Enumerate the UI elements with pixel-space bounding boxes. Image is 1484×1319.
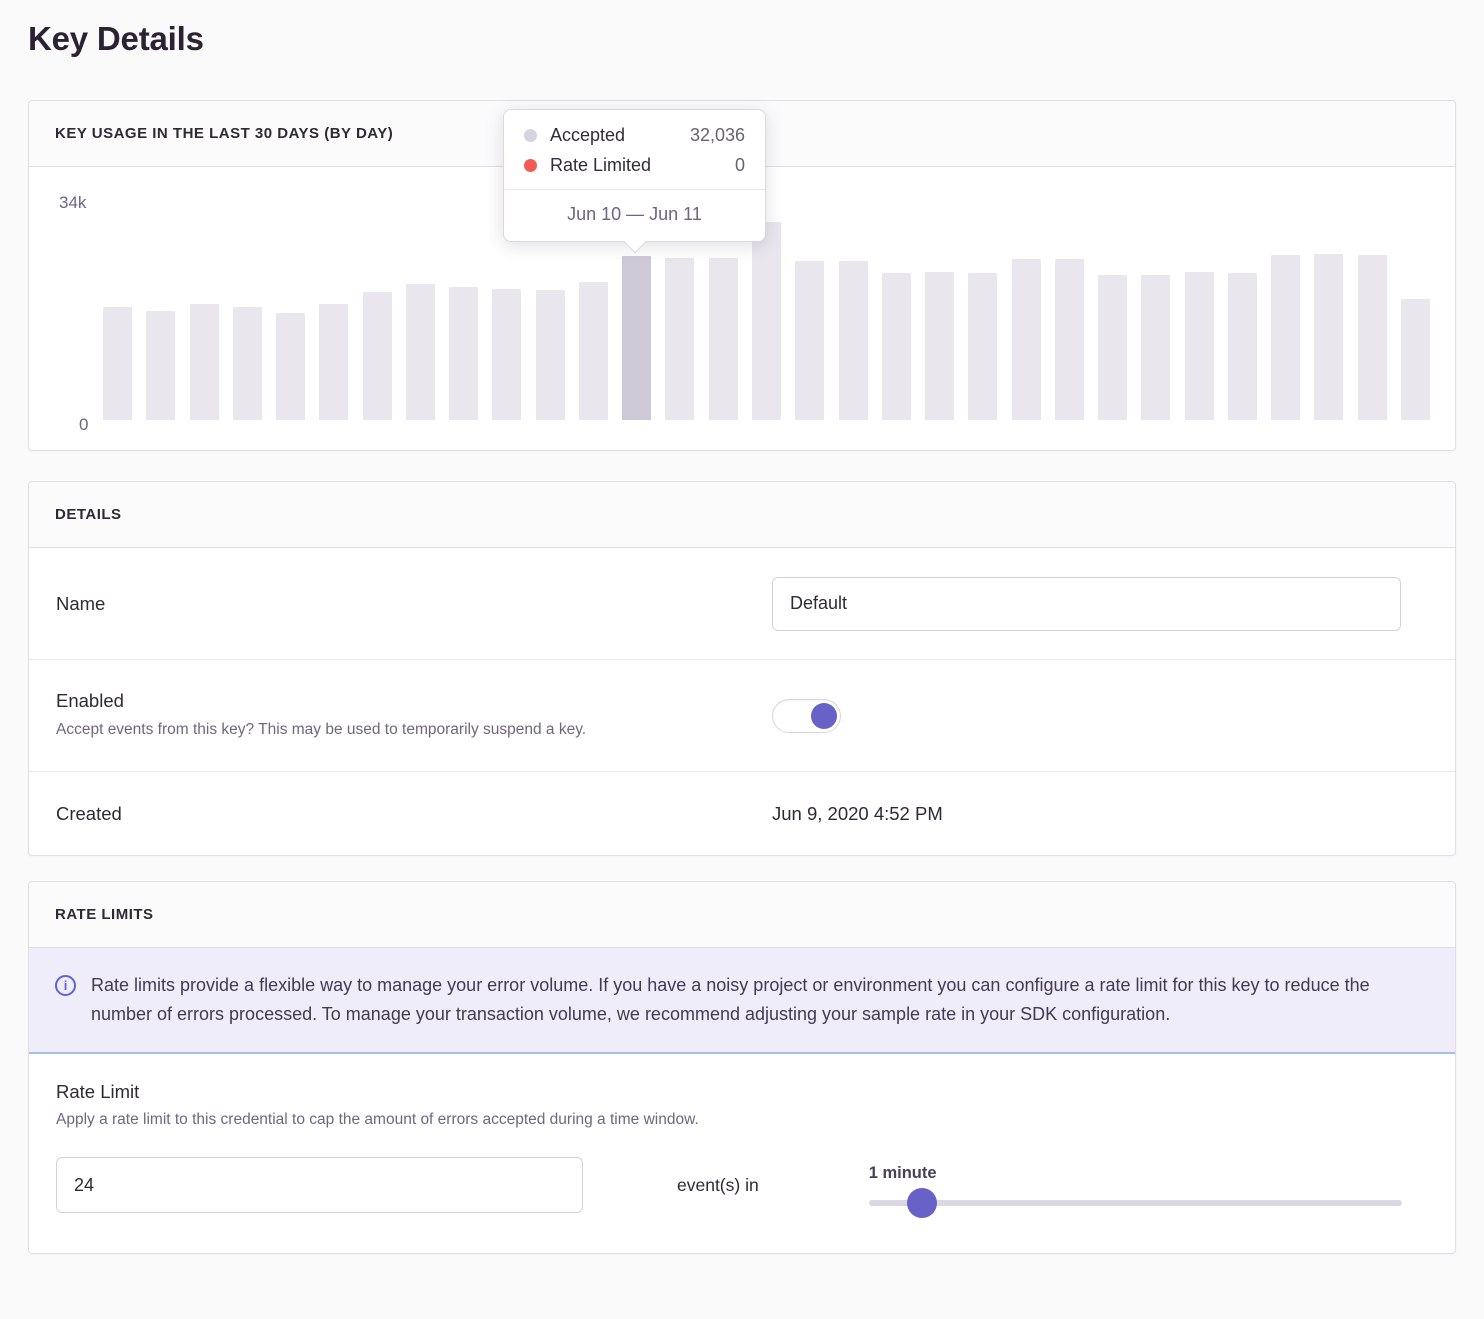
usage-bar[interactable] (1011, 259, 1041, 420)
tooltip-legend: Accepted 32,036 Rate Limited 0 (504, 110, 765, 190)
usage-bar[interactable] (449, 286, 479, 420)
tooltip-series-label: Rate Limited (550, 155, 652, 175)
usage-bar[interactable] (232, 306, 262, 420)
rate-limit-label: Rate Limit (56, 1081, 140, 1103)
usage-bar-highlighted[interactable] (622, 255, 652, 420)
rate-limited-dot-icon (524, 159, 537, 172)
rate-limit-row: Rate Limit Apply a rate limit to this cr… (29, 1054, 1455, 1253)
accepted-dot-icon (524, 129, 537, 142)
tooltip-row-accepted: Accepted 32,036 (524, 125, 745, 146)
chart-tooltip: Accepted 32,036 Rate Limited 0 Jun 10 — … (503, 109, 766, 253)
usage-bar[interactable] (1227, 273, 1257, 420)
tooltip-series-label: Accepted (550, 125, 626, 145)
info-icon: i (55, 975, 76, 996)
enabled-help-text: Accept events from this key? This may be… (56, 721, 587, 739)
name-row: Name (29, 548, 1455, 660)
usage-bar[interactable] (362, 291, 392, 420)
rate-limits-panel: RATE LIMITS i Rate limits provide a flex… (28, 881, 1456, 1255)
bar-plot (29, 205, 1455, 420)
tooltip-series-value: 32,036 (689, 125, 745, 145)
usage-bar[interactable] (1314, 254, 1344, 420)
enabled-row: Enabled Accept events from this key? Thi… (29, 660, 1455, 772)
tooltip-row-rate-limited: Rate Limited 0 (524, 155, 745, 176)
usage-bar[interactable] (838, 261, 868, 420)
usage-bar[interactable] (276, 312, 306, 420)
usage-bar[interactable] (795, 261, 825, 420)
usage-bar[interactable] (1141, 274, 1171, 420)
usage-bar[interactable] (708, 258, 738, 420)
usage-bar[interactable] (1357, 254, 1387, 420)
page-title: Key Details (28, 20, 204, 57)
rate-limits-panel-header: RATE LIMITS (29, 882, 1455, 948)
rate-limit-window-slider: 1 minute (868, 1164, 1402, 1219)
created-value: Jun 9, 2020 4:52 PM (772, 802, 943, 824)
enabled-label: Enabled (56, 690, 124, 712)
usage-bar[interactable] (1184, 272, 1214, 420)
enabled-toggle[interactable] (772, 698, 841, 733)
rate-limit-count-input[interactable] (56, 1157, 583, 1214)
y-axis-zero-label: 0 (79, 415, 89, 434)
usage-bar[interactable] (1054, 259, 1084, 420)
name-label: Name (56, 592, 106, 614)
usage-bar[interactable] (968, 273, 998, 420)
rate-limits-info-alert: i Rate limits provide a flexible way to … (29, 948, 1455, 1055)
usage-bar[interactable] (189, 303, 219, 420)
usage-bar[interactable] (751, 222, 781, 420)
usage-bar[interactable] (1400, 299, 1430, 420)
usage-bar[interactable] (1098, 274, 1128, 420)
usage-bar[interactable] (146, 310, 176, 420)
tooltip-series-value: 0 (734, 155, 745, 175)
rate-limit-window-label: 1 minute (868, 1164, 937, 1183)
details-panel: DETAILS Name Enabled Accept events from … (28, 481, 1456, 856)
info-alert-text: Rate limits provide a flexible way to ma… (91, 975, 1370, 1025)
usage-bar[interactable] (665, 258, 695, 420)
usage-chart: 34k 0 (29, 167, 1455, 450)
slider-track[interactable] (868, 1188, 1402, 1219)
y-axis-max-label: 34k (59, 193, 87, 212)
usage-bar[interactable] (103, 306, 132, 420)
slider-knob[interactable] (907, 1188, 937, 1219)
key-usage-panel: KEY USAGE IN THE LAST 30 DAYS (BY DAY) 3… (28, 100, 1456, 451)
usage-bar[interactable] (535, 290, 565, 420)
rate-limit-connector-text: event(s) in (677, 1174, 759, 1195)
created-row: Created Jun 9, 2020 4:52 PM (29, 772, 1455, 855)
usage-bar[interactable] (925, 272, 955, 420)
tooltip-date-range: Jun 10 — Jun 11 (567, 204, 702, 224)
usage-bar[interactable] (881, 273, 911, 420)
created-label: Created (56, 802, 122, 824)
usage-bar[interactable] (1271, 254, 1301, 420)
usage-bar[interactable] (492, 289, 522, 420)
name-input[interactable] (772, 576, 1401, 631)
usage-bar[interactable] (319, 303, 349, 420)
rate-limit-help-text: Apply a rate limit to this credential to… (56, 1111, 699, 1129)
toggle-knob-icon (811, 702, 837, 729)
details-panel-header: DETAILS (29, 482, 1455, 548)
usage-bar[interactable] (578, 282, 608, 420)
usage-bar[interactable] (405, 284, 435, 420)
